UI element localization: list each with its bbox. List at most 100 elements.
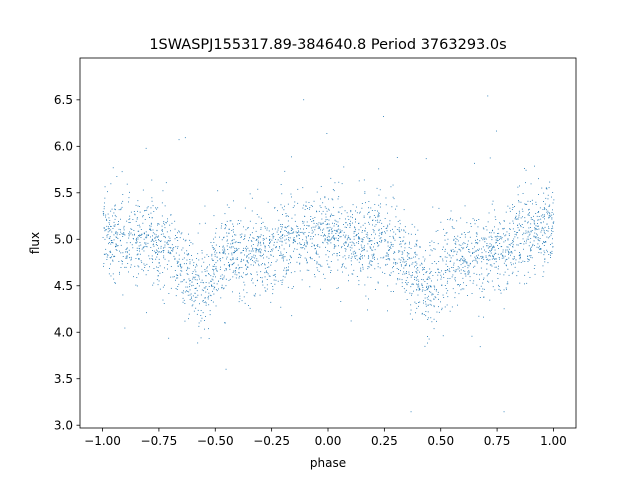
- data-point: [519, 243, 521, 244]
- data-point: [424, 258, 426, 260]
- data-point: [241, 252, 243, 254]
- data-point: [537, 237, 539, 238]
- data-point: [509, 210, 511, 212]
- data-point: [189, 294, 191, 296]
- data-point: [280, 224, 282, 225]
- data-point: [164, 236, 166, 238]
- data-point: [250, 264, 252, 266]
- data-point: [157, 267, 159, 268]
- data-point: [109, 230, 110, 232]
- data-point: [323, 273, 324, 275]
- data-point: [180, 263, 182, 265]
- data-point: [172, 247, 174, 249]
- data-point: [342, 263, 344, 265]
- data-point: [176, 260, 178, 262]
- data-point: [196, 283, 198, 285]
- data-point: [204, 287, 206, 289]
- data-point: [448, 268, 450, 270]
- data-point: [457, 304, 458, 306]
- data-point: [350, 260, 352, 262]
- data-point: [495, 252, 497, 254]
- data-point: [332, 237, 334, 239]
- data-point: [515, 259, 517, 261]
- data-point: [538, 247, 540, 249]
- data-point: [258, 242, 259, 244]
- data-point: [143, 263, 145, 265]
- data-point: [529, 255, 531, 257]
- data-point: [328, 256, 330, 258]
- data-point: [392, 184, 394, 186]
- data-point: [204, 297, 206, 299]
- data-point: [454, 236, 455, 238]
- data-point: [346, 212, 348, 214]
- data-point: [476, 262, 478, 264]
- data-point: [296, 248, 298, 250]
- data-point: [543, 245, 545, 246]
- data-point: [188, 278, 190, 280]
- data-point: [128, 233, 130, 235]
- data-point: [115, 232, 117, 234]
- data-point: [545, 187, 547, 189]
- data-point: [272, 286, 274, 287]
- data-point: [217, 190, 219, 192]
- data-point: [172, 276, 174, 278]
- data-point: [491, 203, 493, 205]
- data-point: [533, 245, 535, 246]
- data-point: [293, 286, 294, 288]
- data-point: [373, 246, 374, 248]
- data-point: [534, 229, 536, 231]
- data-point: [371, 249, 372, 251]
- data-point: [238, 267, 240, 269]
- data-point: [362, 264, 363, 266]
- data-point: [524, 283, 525, 285]
- data-point: [180, 265, 181, 267]
- data-point: [458, 248, 460, 250]
- data-point: [259, 294, 261, 296]
- data-point: [228, 264, 230, 266]
- data-point: [128, 197, 130, 199]
- data-point: [137, 238, 139, 240]
- data-point: [159, 265, 161, 267]
- data-point: [211, 278, 213, 280]
- data-point: [228, 262, 229, 263]
- data-point: [355, 218, 356, 220]
- data-point: [296, 225, 297, 227]
- data-point: [331, 237, 333, 239]
- data-point: [356, 234, 358, 235]
- data-point: [313, 244, 315, 246]
- data-point: [203, 302, 205, 303]
- data-point: [487, 280, 488, 282]
- data-point: [553, 222, 554, 224]
- data-point: [322, 241, 324, 243]
- data-point: [429, 245, 431, 247]
- data-point: [121, 206, 123, 208]
- data-point: [526, 240, 527, 242]
- data-point: [258, 216, 260, 218]
- data-point: [395, 283, 397, 285]
- data-point: [253, 254, 255, 256]
- x-tick-label: −0.75: [141, 434, 178, 448]
- data-point: [158, 251, 160, 253]
- data-point: [226, 245, 228, 247]
- data-point: [231, 264, 233, 266]
- data-point: [476, 232, 478, 234]
- data-point: [145, 147, 147, 149]
- data-point: [298, 253, 300, 255]
- data-point: [267, 273, 269, 275]
- data-point: [539, 248, 541, 249]
- data-point: [123, 234, 125, 235]
- data-point: [515, 217, 516, 218]
- data-point: [348, 280, 349, 282]
- data-point: [280, 280, 282, 281]
- data-point: [345, 250, 347, 252]
- data-point: [528, 234, 530, 236]
- data-point: [405, 289, 407, 291]
- data-point: [369, 260, 371, 262]
- data-point: [139, 253, 141, 255]
- data-point: [105, 229, 107, 231]
- data-point: [464, 273, 466, 275]
- data-point: [155, 234, 157, 236]
- data-point: [358, 180, 360, 182]
- data-point: [145, 236, 147, 238]
- data-point: [537, 234, 538, 236]
